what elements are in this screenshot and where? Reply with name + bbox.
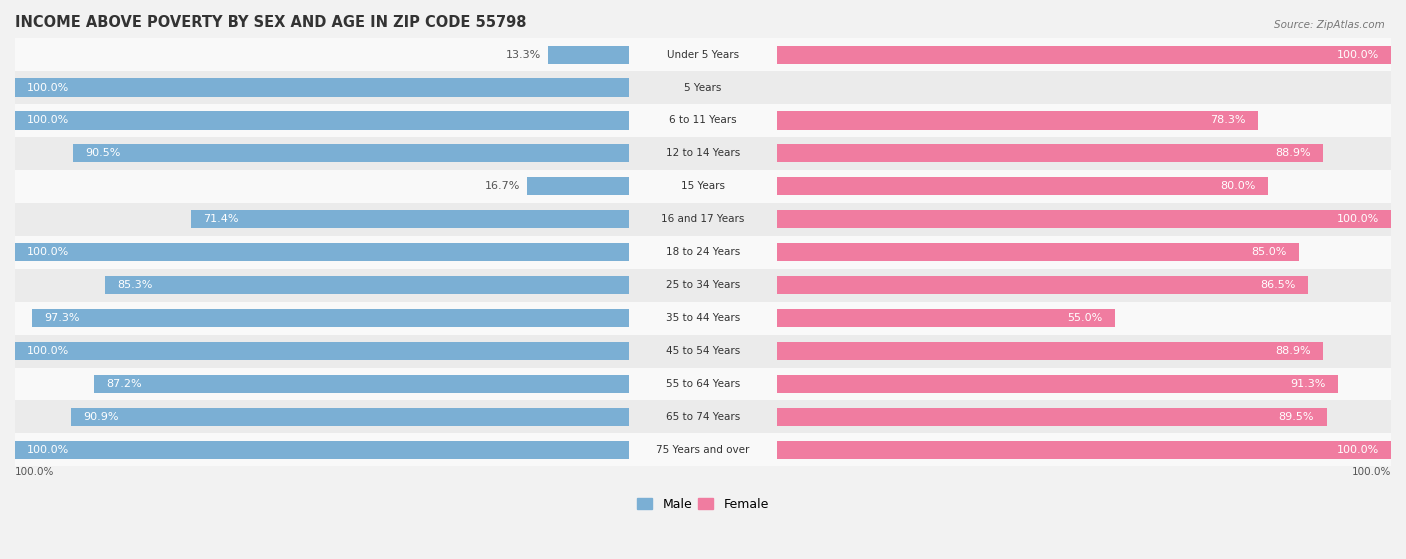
- Text: 80.0%: 80.0%: [1220, 181, 1256, 191]
- Text: 91.3%: 91.3%: [1289, 379, 1326, 389]
- Bar: [776, 408, 1326, 426]
- Text: 16 and 17 Years: 16 and 17 Years: [661, 214, 745, 224]
- Bar: [15, 243, 630, 261]
- Text: 15 Years: 15 Years: [681, 181, 725, 191]
- Text: 97.3%: 97.3%: [44, 313, 79, 323]
- Text: 87.2%: 87.2%: [105, 379, 142, 389]
- Bar: [15, 38, 1391, 71]
- Bar: [15, 433, 1391, 466]
- Text: 75 Years and over: 75 Years and over: [657, 445, 749, 455]
- Text: 100.0%: 100.0%: [27, 346, 69, 356]
- Bar: [776, 243, 1299, 261]
- Bar: [776, 441, 1391, 459]
- Text: 100.0%: 100.0%: [27, 445, 69, 455]
- Bar: [547, 45, 630, 64]
- Text: 100.0%: 100.0%: [27, 116, 69, 125]
- Text: 55 to 64 Years: 55 to 64 Years: [666, 379, 740, 389]
- Bar: [73, 144, 630, 163]
- Text: 35 to 44 Years: 35 to 44 Years: [666, 313, 740, 323]
- Text: 88.9%: 88.9%: [1275, 148, 1310, 158]
- Text: 71.4%: 71.4%: [202, 214, 239, 224]
- Legend: Male, Female: Male, Female: [633, 493, 773, 516]
- Text: 16.7%: 16.7%: [485, 181, 520, 191]
- Bar: [15, 170, 1391, 203]
- Bar: [70, 408, 630, 426]
- Bar: [15, 269, 1391, 302]
- Text: 89.5%: 89.5%: [1278, 412, 1315, 422]
- Text: 65 to 74 Years: 65 to 74 Years: [666, 412, 740, 422]
- Text: 12 to 14 Years: 12 to 14 Years: [666, 148, 740, 158]
- Text: 45 to 54 Years: 45 to 54 Years: [666, 346, 740, 356]
- Text: 100.0%: 100.0%: [1337, 445, 1379, 455]
- Bar: [15, 335, 1391, 367]
- Text: 5 Years: 5 Years: [685, 83, 721, 93]
- Bar: [776, 111, 1258, 130]
- Text: 90.9%: 90.9%: [83, 412, 118, 422]
- Text: 100.0%: 100.0%: [1337, 214, 1379, 224]
- Bar: [15, 71, 1391, 104]
- Bar: [15, 111, 630, 130]
- Bar: [31, 309, 630, 327]
- Text: 6 to 11 Years: 6 to 11 Years: [669, 116, 737, 125]
- Text: 86.5%: 86.5%: [1260, 280, 1296, 290]
- Bar: [776, 276, 1308, 294]
- Text: 100.0%: 100.0%: [15, 467, 55, 477]
- Bar: [15, 302, 1391, 335]
- Bar: [15, 367, 1391, 400]
- Text: 78.3%: 78.3%: [1211, 116, 1246, 125]
- Text: 25 to 34 Years: 25 to 34 Years: [666, 280, 740, 290]
- Bar: [15, 78, 630, 97]
- Bar: [15, 441, 630, 459]
- Text: Source: ZipAtlas.com: Source: ZipAtlas.com: [1274, 20, 1385, 30]
- Text: Under 5 Years: Under 5 Years: [666, 50, 740, 60]
- Bar: [776, 144, 1323, 163]
- Bar: [94, 375, 630, 393]
- Text: 13.3%: 13.3%: [506, 50, 541, 60]
- Text: 100.0%: 100.0%: [27, 83, 69, 93]
- Text: 55.0%: 55.0%: [1067, 313, 1102, 323]
- Bar: [191, 210, 630, 228]
- Text: 85.3%: 85.3%: [118, 280, 153, 290]
- Text: 100.0%: 100.0%: [27, 247, 69, 257]
- Bar: [776, 309, 1115, 327]
- Bar: [776, 45, 1391, 64]
- Bar: [15, 203, 1391, 236]
- Text: 85.0%: 85.0%: [1251, 247, 1286, 257]
- Text: 100.0%: 100.0%: [1351, 467, 1391, 477]
- Bar: [15, 236, 1391, 269]
- Bar: [527, 177, 630, 196]
- Bar: [15, 104, 1391, 137]
- Bar: [776, 342, 1323, 360]
- Text: 100.0%: 100.0%: [1337, 50, 1379, 60]
- Text: 88.9%: 88.9%: [1275, 346, 1310, 356]
- Text: 90.5%: 90.5%: [86, 148, 121, 158]
- Text: INCOME ABOVE POVERTY BY SEX AND AGE IN ZIP CODE 55798: INCOME ABOVE POVERTY BY SEX AND AGE IN Z…: [15, 15, 526, 30]
- Text: 18 to 24 Years: 18 to 24 Years: [666, 247, 740, 257]
- Bar: [15, 400, 1391, 433]
- Bar: [776, 177, 1268, 196]
- Bar: [776, 210, 1391, 228]
- Bar: [776, 375, 1337, 393]
- Bar: [15, 342, 630, 360]
- Bar: [15, 137, 1391, 170]
- Bar: [105, 276, 630, 294]
